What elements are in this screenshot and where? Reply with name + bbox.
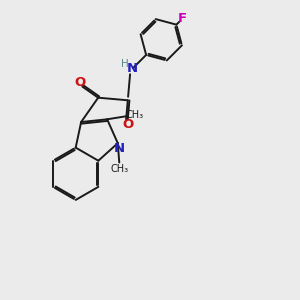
Text: F: F bbox=[178, 12, 187, 25]
Text: CH₃: CH₃ bbox=[111, 164, 129, 174]
Text: CH₃: CH₃ bbox=[125, 110, 144, 120]
Text: H: H bbox=[121, 59, 129, 69]
Text: N: N bbox=[114, 142, 125, 155]
Text: N: N bbox=[126, 62, 137, 75]
Text: O: O bbox=[74, 76, 86, 89]
Text: O: O bbox=[122, 118, 133, 131]
